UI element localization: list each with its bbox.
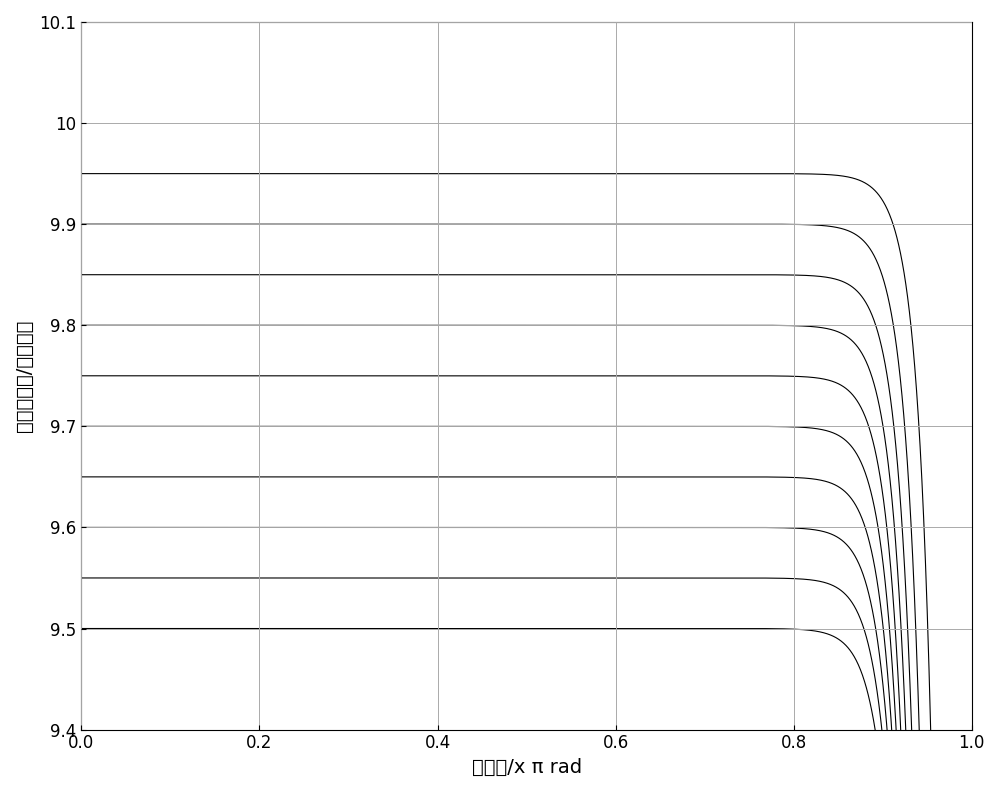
X-axis label: 角频率/x π rad: 角频率/x π rad xyxy=(472,758,582,777)
Y-axis label: 群延迟响应/采样间隔: 群延迟响应/采样间隔 xyxy=(15,320,34,432)
